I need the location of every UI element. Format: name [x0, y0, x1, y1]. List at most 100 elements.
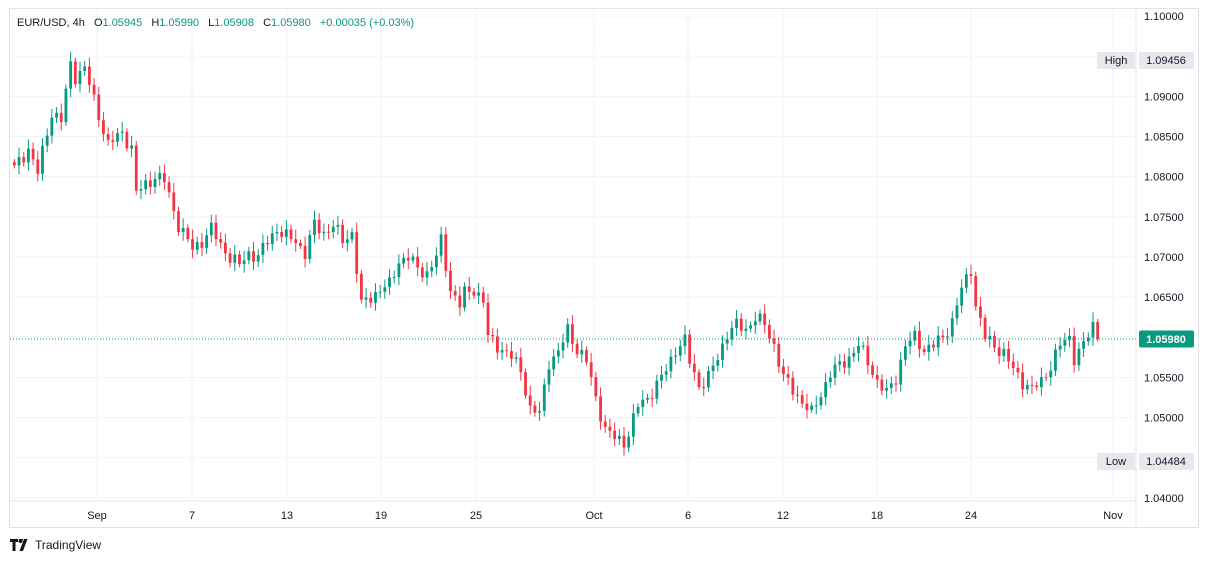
candle [561, 333, 565, 359]
candle [913, 325, 917, 346]
candle [144, 174, 148, 195]
candle [1063, 332, 1067, 353]
candle [1096, 318, 1100, 342]
candle [753, 311, 757, 335]
price-axis[interactable]: 1.100001.095001.090001.085001.080001.075… [1144, 11, 1184, 505]
candle [397, 254, 401, 286]
candle [711, 356, 715, 380]
candle [979, 296, 982, 327]
candle [641, 390, 645, 416]
candle [139, 179, 143, 200]
candle [256, 249, 260, 268]
candle [186, 224, 190, 243]
chart-canvas[interactable]: 1.100001.095001.090001.085001.080001.075… [10, 9, 1200, 529]
candle [678, 339, 682, 362]
price-tick-label: 1.07000 [1144, 252, 1184, 264]
candle [83, 60, 87, 76]
candle [12, 158, 16, 169]
price-tick-label: 1.10000 [1144, 11, 1184, 23]
candle [894, 375, 898, 392]
candle [730, 320, 734, 346]
candle [55, 107, 58, 123]
candle [191, 229, 194, 259]
candle [120, 122, 124, 142]
candle [64, 84, 68, 126]
candle [444, 227, 448, 278]
candle [22, 152, 26, 167]
candle [406, 248, 410, 270]
candle [27, 139, 30, 171]
time-tick-label: Sep [87, 510, 107, 522]
tradingview-logo-text: TradingView [35, 538, 102, 552]
candle [974, 271, 978, 311]
candle [275, 223, 279, 241]
candle [861, 341, 865, 350]
candle [449, 262, 452, 299]
chart-frame[interactable]: 1.100001.095001.090001.085001.080001.075… [9, 8, 1200, 529]
candle [932, 340, 935, 352]
candle [1011, 353, 1015, 376]
candle [918, 321, 921, 358]
candle [308, 229, 312, 264]
candle [294, 229, 298, 252]
candle [87, 57, 91, 93]
tradingview-logo[interactable]: TradingView [10, 538, 101, 552]
candle [355, 222, 359, 283]
candle [1049, 361, 1053, 386]
time-axis[interactable]: Sep 7 13 19 25 Oct 6 12 18 24 Nov [87, 510, 1123, 522]
candle [383, 279, 387, 299]
low-value: 1.05908 [214, 17, 255, 29]
candle [735, 309, 738, 336]
price-tick-label: 1.05500 [1144, 373, 1184, 385]
low-marker-value: 1.04484 [1146, 456, 1186, 468]
candle [772, 329, 776, 352]
candle [313, 210, 316, 244]
interval: 4h [72, 17, 85, 29]
candle [617, 428, 621, 446]
candle [59, 103, 63, 131]
candle [847, 347, 851, 376]
candle [116, 127, 119, 147]
candle [1002, 342, 1006, 362]
price-tick-label: 1.06500 [1144, 292, 1184, 304]
candle [200, 233, 204, 256]
candle [209, 214, 213, 243]
symbol-name: EUR/USD [17, 17, 67, 29]
candle [280, 225, 284, 243]
candle [664, 364, 668, 382]
candlestick-series [12, 51, 1100, 456]
candle [819, 392, 823, 410]
candle [425, 262, 429, 286]
candle [613, 422, 617, 447]
candle [739, 312, 743, 336]
time-tick-label: 7 [189, 510, 195, 522]
candle [889, 376, 893, 395]
price-tick-label: 1.04000 [1144, 493, 1184, 505]
candle [833, 356, 837, 386]
time-tick-label: 19 [375, 510, 387, 522]
candle [1091, 312, 1095, 346]
candle [463, 282, 466, 312]
candle [491, 328, 495, 343]
candle [777, 336, 781, 374]
candle [453, 285, 457, 301]
candle [556, 343, 560, 364]
candle [1082, 332, 1085, 358]
candle [669, 349, 673, 379]
candle [707, 366, 710, 392]
candle [702, 377, 706, 396]
candle [519, 347, 523, 381]
candle [36, 151, 40, 182]
candle [97, 86, 101, 128]
candle [477, 282, 481, 305]
candle [622, 426, 626, 456]
candle [73, 57, 77, 88]
candle [41, 138, 44, 181]
symbol-legend[interactable]: EUR/USD, 4h O1.05945 H1.05990 L1.05908 C… [17, 17, 415, 29]
candle [524, 368, 527, 399]
candle [369, 291, 373, 308]
time-tick-label: 25 [470, 510, 482, 522]
candle [1039, 367, 1043, 396]
candle [350, 228, 354, 244]
candle [805, 394, 809, 419]
